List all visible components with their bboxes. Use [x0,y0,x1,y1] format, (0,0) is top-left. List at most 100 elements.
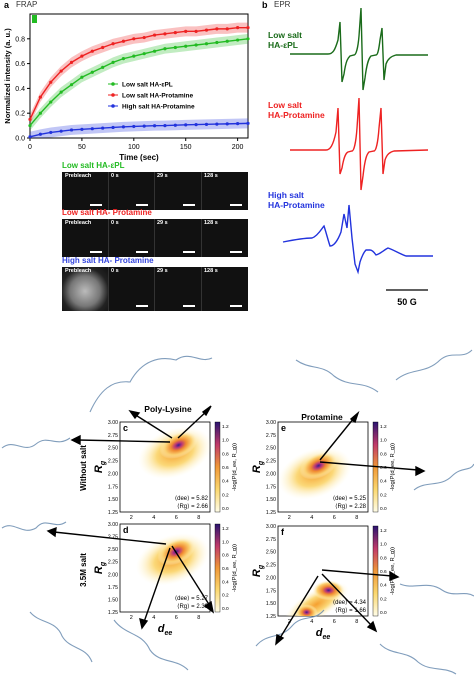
mean-dee: ⟨dee⟩ = 5.25 [333,495,367,502]
y-tick-label: 2.25 [266,459,276,465]
frap-strip: Prebleach 0 s 29 s 128 s [62,219,248,257]
y-tick-label: 2.00 [108,471,118,477]
mean-rg: ⟨Rg⟩ = 1.66 [335,607,367,614]
y-tick-label: 3.00 [108,420,118,426]
colorbar-label: -log(P(d_ee, R_g)) [390,547,396,595]
y-axis-label: Rg [93,460,107,473]
frap-series-0 [28,33,250,131]
y-tick-label: 2.75 [108,535,118,541]
x-tick-label: 2 [130,615,133,621]
colorbar-tick: 0.2 [380,596,387,602]
x-tick-label: 8 [355,515,358,521]
y-tick-label: 2.00 [108,572,118,578]
y-tick-label: 3.00 [266,524,276,530]
heatmap-f: f3.002.752.502.252.001.751.501.252468Rgd… [251,524,396,641]
heatmap-e: e 3.00 2.75 2.50 2.25 2.00 1.75 1.50 1.25 2 4 6 8 Rg ⟨… [251,420,396,521]
epr-label-1: Low salt HA-εPL [268,30,303,50]
mean-rg: ⟨Rg⟩ = 2.39 [177,603,209,610]
colorbar-tick: 0.4 [222,579,229,585]
epr-spectra: 50 G [282,7,433,307]
y-tick-label: 1.75 [266,484,276,490]
x-tick-label: 2 [130,515,133,521]
panel-letter: f [281,527,285,537]
colorbar-tick: 0.6 [222,566,229,572]
frap-strip: Prebleach 0 s 29 s 128 s [62,267,248,311]
legend-swatch-dot [111,93,115,97]
y-tick-label: 2.50 [108,446,118,452]
colorbar-tick: 1.2 [380,528,387,534]
colorbar-tick: 0.8 [222,451,229,457]
colorbar-tick: 0.4 [222,479,229,485]
colorbar [214,523,221,613]
epr-label-2: Low salt HA-Protamine [268,100,325,120]
colorbar-tick: 0.4 [380,479,387,485]
y-tick-label: 2.25 [266,563,276,569]
frap-series-1 [28,22,250,125]
x-tick-label: 4 [310,515,313,521]
colorbar-tick: 0.6 [380,465,387,471]
y-axis-label: Rg [251,460,265,473]
frap-series-band [30,22,248,125]
heatmap-density [284,580,349,616]
y-tick-label: 0.2 [15,111,25,118]
frap-cell-0s: 0 s [108,219,155,257]
y-tick-label: 0.6 [15,61,25,68]
y-tick-label: 3.00 [108,522,118,528]
frap-prebleach-marker [32,15,37,23]
x-tick-label: 8 [197,515,200,521]
colorbar-tick: 0.0 [380,610,387,616]
colorbar-tick: 1.0 [380,542,387,548]
colorbar [214,421,221,513]
legend-label: Low salt HA-Protamine [122,93,194,100]
heatmap-panels: Poly-Lysine Protamine Without salt 3.5M … [1,349,474,675]
colorbar-tick: 0.8 [380,451,387,457]
colorbar [372,525,379,617]
mean-dee: ⟨dee⟩ = 5.27 [175,595,209,602]
colorbar-tick: 0.6 [222,465,229,471]
x-tick-label: 6 [333,515,336,521]
colorbar-tick: 0.0 [222,506,229,512]
colorbar-tick: 0.8 [222,553,229,559]
x-tick-label: 6 [333,619,336,625]
mean-rg: ⟨Rg⟩ = 2.28 [335,503,367,510]
y-axis-label: Rg [93,561,107,574]
frap-cell-prebleach: Prebleach [62,172,109,210]
y-tick-label: 2.75 [108,433,118,439]
frap-chart: 0 50 100 150 200 0.0 0.2 0.4 0.6 0.8 Time (sec) Nor… [3,13,250,162]
protein-chains [1,349,474,675]
col-title-protamine: Protamine [301,412,343,422]
frap-row-3: High salt HA- Protamine Prebleach 0 s 29… [62,256,248,311]
colorbar-label: -log(P(d_ee, R_g)) [232,544,238,592]
frap-row-title: Low salt HA-εPL [62,161,125,170]
y-tick-label: 2.00 [266,471,276,477]
y-tick-label: 1.75 [108,484,118,490]
panel-letter: e [281,423,286,433]
panel-letter: d [123,525,129,535]
colorbar-tick: 1.2 [222,424,229,430]
epr-scale-label: 50 G [397,297,417,307]
y-tick-label: 2.50 [266,550,276,556]
epr-spectrum-1 [290,7,428,91]
colorbar-tick: 1.2 [222,526,229,532]
y-tick-label: 0.4 [15,86,25,93]
epr-spectrum-2 [290,97,429,191]
y-axis-label: Normalized intensity (a. u.) [3,28,12,124]
y-axis-label: Rg [251,564,265,577]
x-tick-label: 100 [128,144,140,151]
y-tick-label: 2.00 [266,575,276,581]
x-tick-label: 2 [288,515,291,521]
frap-row-title: Low salt HA- Protamine [62,208,152,217]
frap-cell-128s: 128 s [201,267,248,311]
y-tick-label: 2.50 [266,446,276,452]
colorbar-tick: 1.0 [222,539,229,545]
mean-rg: ⟨Rg⟩ = 2.66 [177,503,209,510]
arrows [46,405,426,646]
frap-series-line [29,38,249,127]
frap-series-line [29,26,248,120]
y-tick-label: 2.50 [108,547,118,553]
colorbar-tick: 1.0 [380,438,387,444]
y-tick-label: 2.25 [108,459,118,465]
colorbar-tick: 1.2 [380,424,387,430]
y-tick-label: 0.8 [15,36,25,43]
colorbar-label: -log(P(d_ee, R_g)) [390,443,396,491]
